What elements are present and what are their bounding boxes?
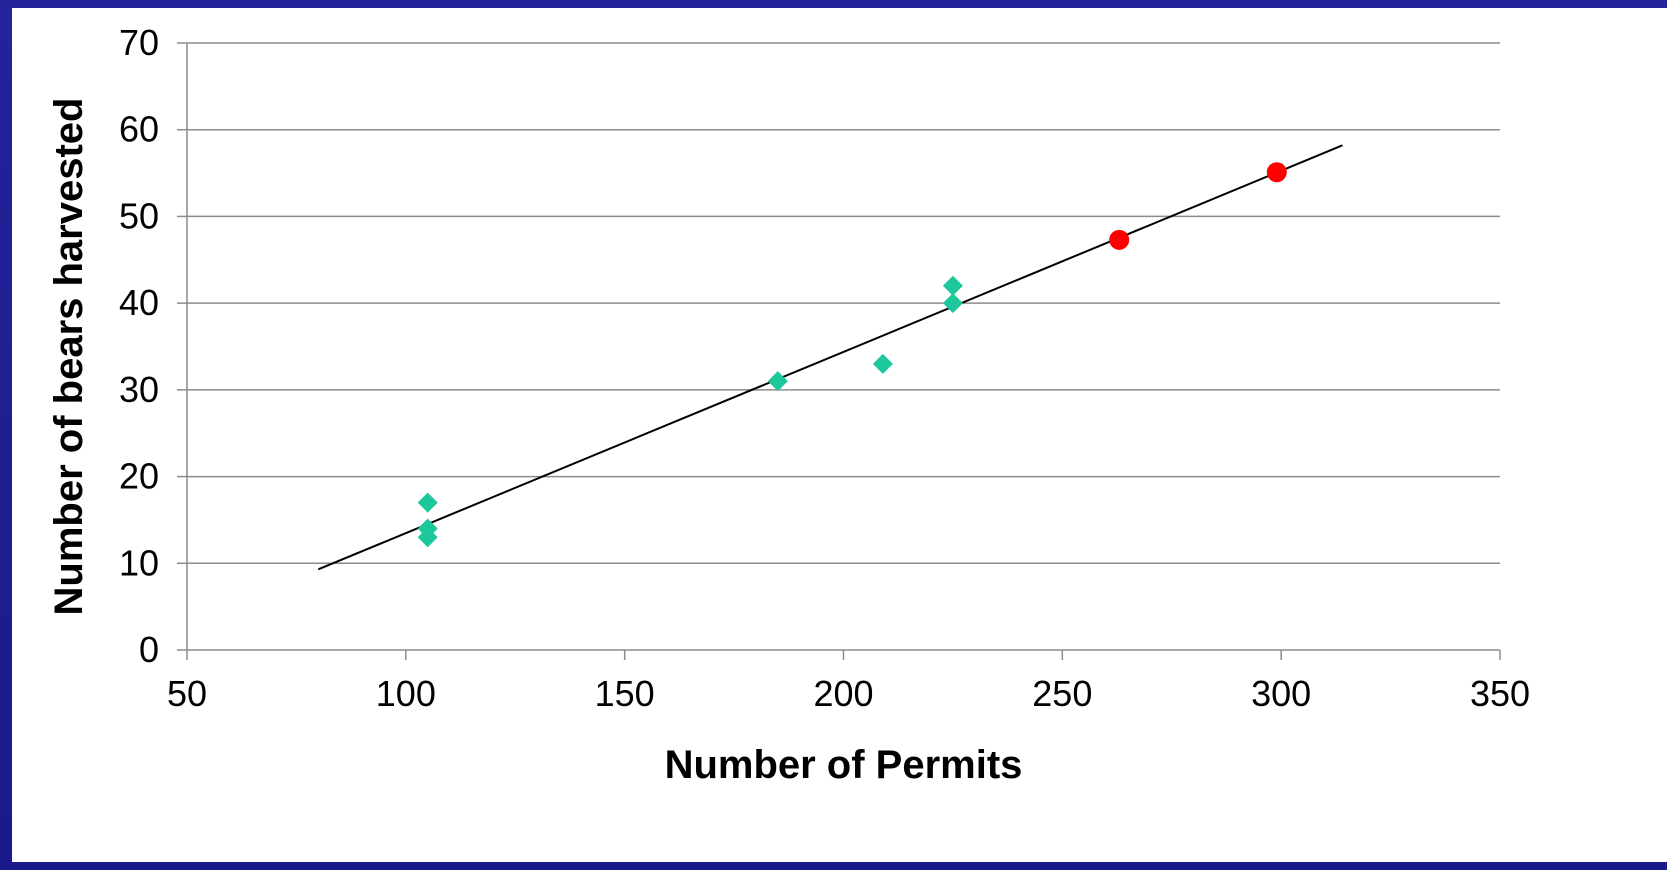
y-tick-label-40: 40 (119, 282, 159, 323)
y-tick-label-20: 20 (119, 456, 159, 497)
chart-panel: 0 10 20 30 40 50 60 70 50 100 150 200 250 300 350 Num… (12, 8, 1667, 862)
trendline-group (317, 144, 1343, 571)
y-tick-label-10: 10 (119, 542, 159, 583)
y-tick-label-0: 0 (139, 629, 159, 670)
point-diamond-3 (767, 371, 788, 392)
gridlines (187, 42, 1500, 565)
y-tick-label-30: 30 (119, 369, 159, 410)
scatter-chart: 0 10 20 30 40 50 60 70 50 100 150 200 250 300 350 Num… (47, 22, 1530, 787)
point-circle-1 (1266, 162, 1287, 183)
point-circle-0 (1109, 229, 1130, 250)
point-diamond-4 (872, 353, 893, 374)
trendline (317, 144, 1343, 571)
x-tick-labels: 50 100 150 200 250 300 350 (167, 673, 1530, 714)
point-diamond-0 (417, 492, 438, 513)
x-tick-label-150: 150 (595, 673, 655, 714)
x-tick-label-300: 300 (1251, 673, 1311, 714)
x-axis-title: Number of Permits (665, 743, 1023, 787)
y-tick-labels: 0 10 20 30 40 50 60 70 (119, 22, 159, 670)
point-diamond-2 (417, 527, 438, 548)
axes (177, 42, 1501, 660)
x-tick-label-100: 100 (376, 673, 436, 714)
y-tick-label-50: 50 (119, 195, 159, 236)
x-tick-label-350: 350 (1470, 673, 1530, 714)
y-tick-label-70: 70 (119, 22, 159, 63)
x-tick-label-200: 200 (813, 673, 873, 714)
point-diamond-6 (942, 293, 963, 314)
x-tick-label-50: 50 (167, 673, 207, 714)
y-tick-label-60: 60 (119, 109, 159, 150)
data-points (417, 162, 1287, 548)
point-diamond-5 (942, 275, 963, 296)
x-tick-label-250: 250 (1032, 673, 1092, 714)
y-axis-title: Number of bears harvested (47, 98, 91, 616)
